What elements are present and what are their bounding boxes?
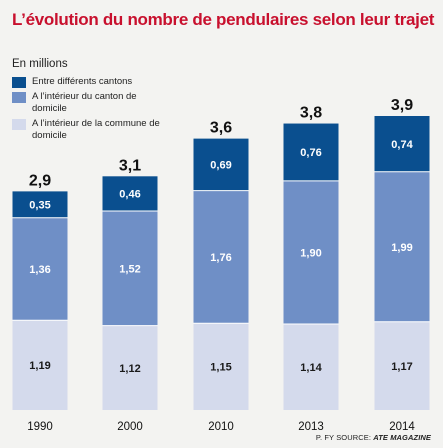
- legend-label: Entre différents cantons: [32, 76, 133, 87]
- total-label: 3,8: [300, 105, 322, 122]
- x-tick-label: 2000: [117, 421, 143, 433]
- bar-segment: [374, 171, 430, 322]
- chart-title: L’évolution du nombre de pendulaires sel…: [12, 10, 435, 29]
- data-label: 1,12: [119, 363, 140, 375]
- data-label: 0,35: [29, 200, 50, 212]
- bar-segment: [12, 217, 68, 321]
- bar-segment: [193, 138, 249, 191]
- bar-segment: [283, 123, 339, 181]
- legend-swatch: [12, 92, 26, 103]
- data-label: 1,52: [119, 263, 140, 275]
- bar-segment: [193, 323, 249, 410]
- bar-segment: [102, 325, 158, 410]
- data-label: 0,76: [300, 147, 321, 159]
- bar-segment: [102, 176, 158, 211]
- data-label: 0,69: [210, 160, 231, 172]
- legend: Entre différents cantons A l’intérieur du…: [12, 76, 172, 145]
- data-label: 0,74: [391, 139, 413, 151]
- legend-swatch: [12, 77, 26, 88]
- bar-segment: [102, 210, 158, 326]
- bar-segment: [12, 320, 68, 410]
- bar-segment: [374, 116, 430, 172]
- data-label: 1,36: [29, 264, 50, 276]
- legend-label: A l’intérieur de la commune de domicile: [32, 118, 160, 141]
- data-label: 1,76: [210, 252, 231, 264]
- data-label: 1,19: [29, 360, 50, 372]
- legend-item: A l’intérieur de la commune de domicile: [12, 118, 172, 142]
- bar-segment: [12, 191, 68, 218]
- data-label: 0,46: [119, 189, 140, 201]
- legend-label: A l’intérieur du canton de domicile: [32, 91, 137, 114]
- x-tick-label: 2010: [208, 421, 234, 433]
- bar-segment: [193, 190, 249, 324]
- total-label: 3,6: [210, 120, 232, 137]
- source-prefix: P. FY SOURCE:: [315, 433, 374, 442]
- source-credit: P. FY SOURCE: ATE MAGAZINE: [316, 433, 431, 442]
- bar-segment: [283, 180, 339, 325]
- total-label: 2,9: [29, 172, 51, 189]
- x-tick-label: 2014: [389, 421, 415, 433]
- data-label: 1,14: [300, 362, 322, 374]
- unit-label: En millions: [12, 58, 68, 70]
- x-tick-label: 1990: [27, 421, 53, 433]
- data-label: 1,15: [210, 362, 231, 374]
- bar-segment: [283, 324, 339, 410]
- legend-item: Entre différents cantons: [12, 76, 172, 88]
- total-label: 3,9: [391, 97, 413, 114]
- x-tick-label: 2013: [298, 421, 324, 433]
- bar-segment: [374, 321, 430, 410]
- data-label: 1,90: [300, 247, 321, 259]
- total-label: 3,1: [119, 157, 141, 174]
- source-name: ATE MAGAZINE: [373, 433, 431, 442]
- data-label: 1,99: [391, 242, 412, 254]
- legend-swatch: [12, 119, 26, 130]
- data-label: 1,17: [391, 361, 412, 373]
- legend-item: A l’intérieur du canton de domicile: [12, 91, 172, 115]
